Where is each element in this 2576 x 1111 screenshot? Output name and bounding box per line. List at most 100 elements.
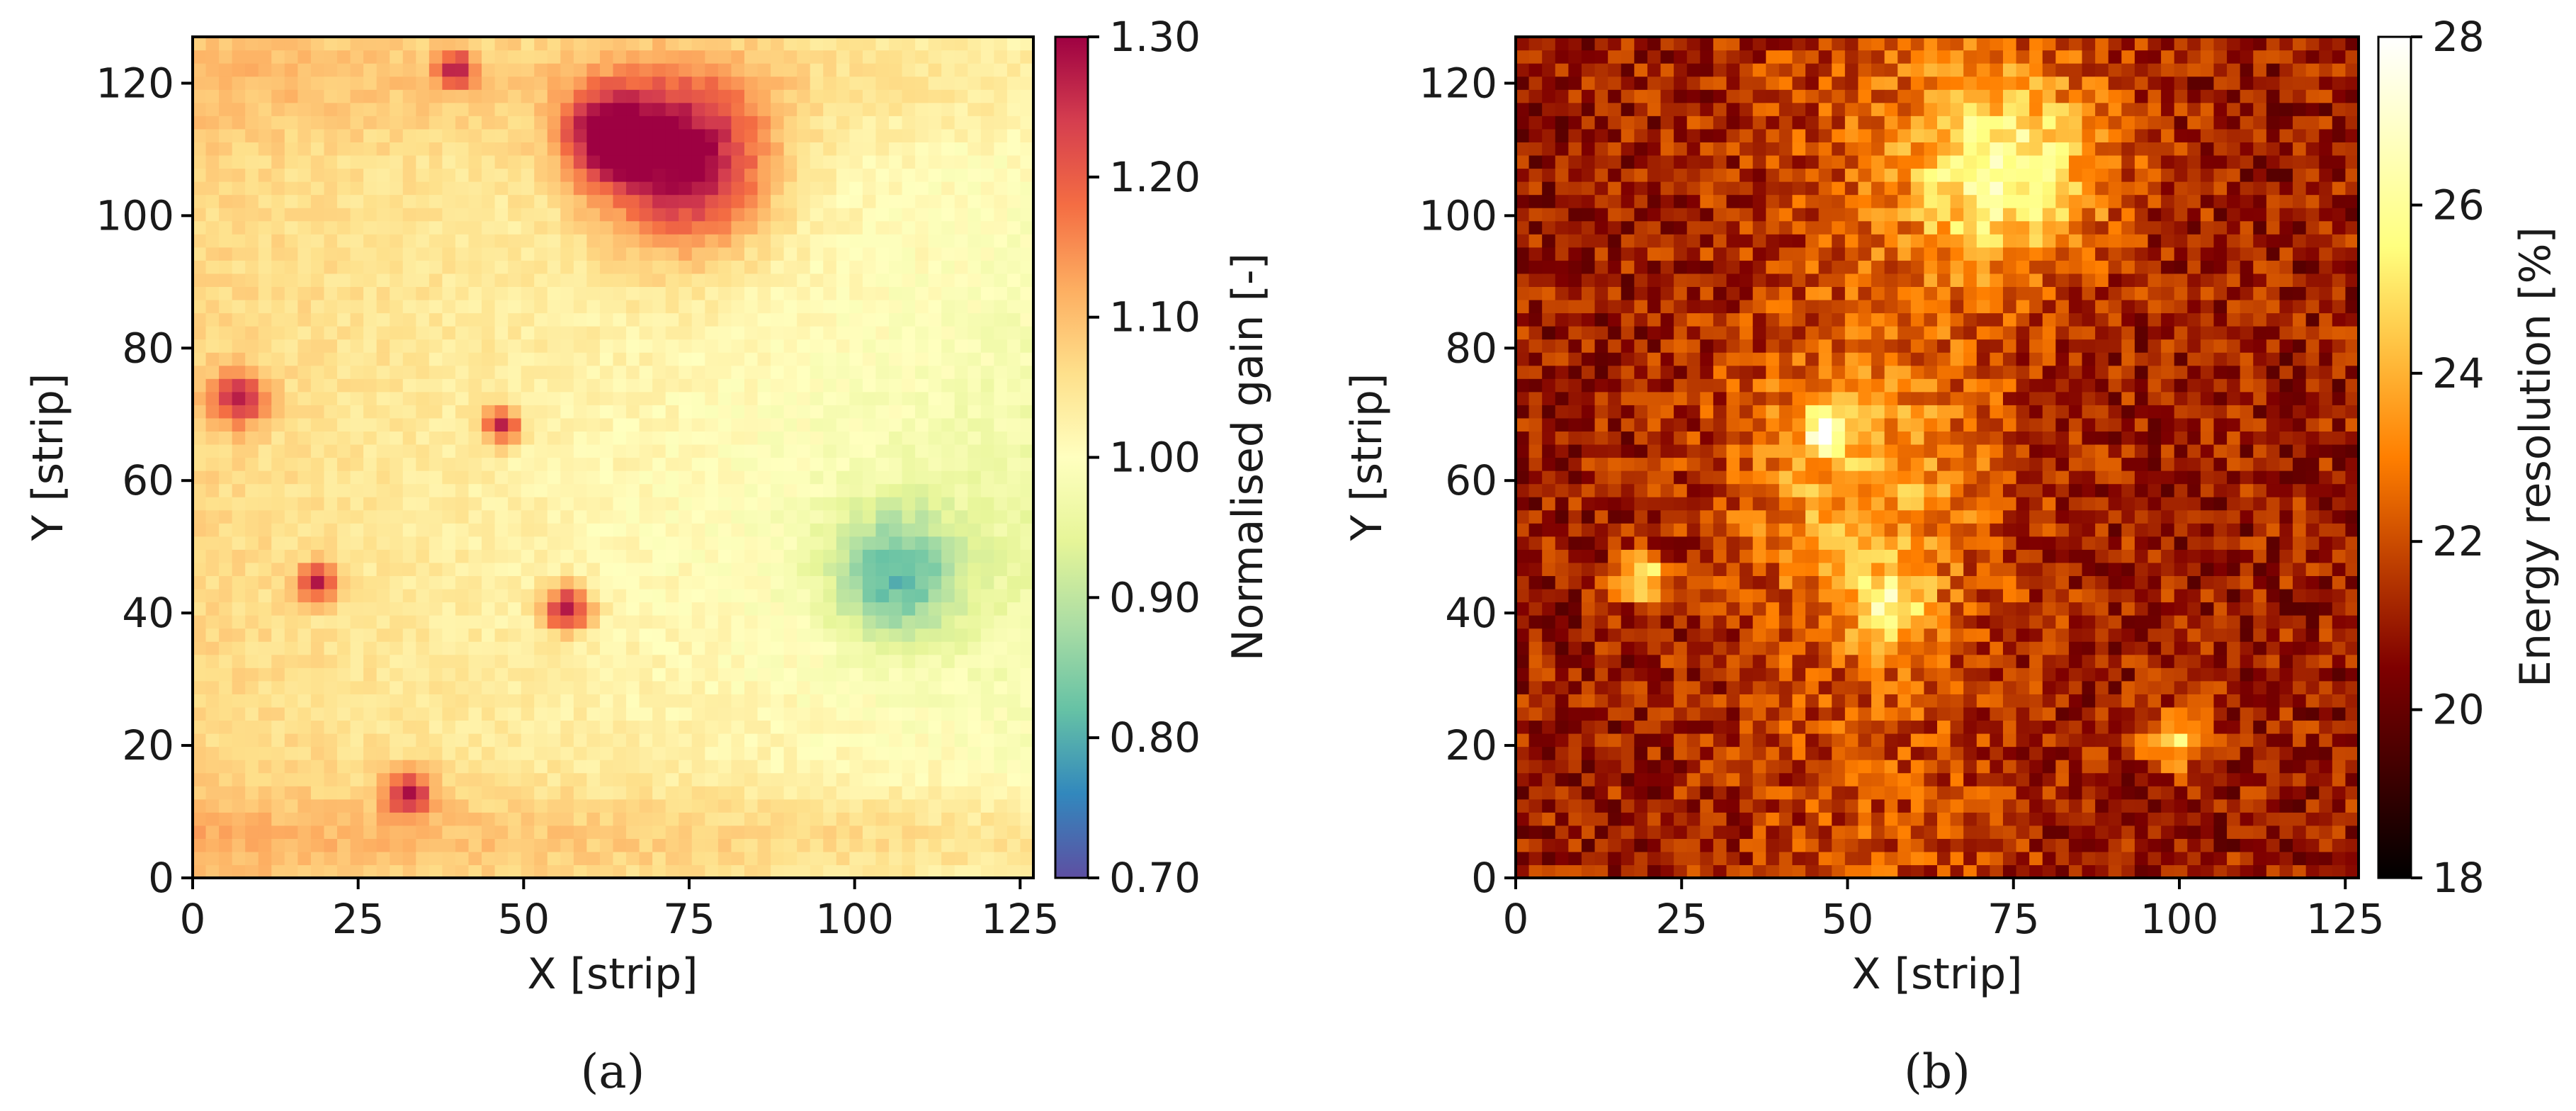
heatmap-cell xyxy=(862,812,877,826)
heatmap-cell xyxy=(1020,378,1034,393)
heatmap-cell xyxy=(626,417,640,432)
heatmap-cell xyxy=(915,694,929,708)
heatmap-cell xyxy=(1621,378,1635,393)
heatmap-cell xyxy=(875,733,890,748)
heatmap-cell xyxy=(679,720,693,734)
heatmap-cell xyxy=(968,825,982,839)
heatmap-cell xyxy=(219,720,233,734)
heatmap-cell xyxy=(941,405,955,419)
heatmap-cell xyxy=(797,234,811,248)
heatmap-cell xyxy=(717,365,732,379)
heatmap-cell xyxy=(1634,273,1648,287)
heatmap-cell xyxy=(284,365,298,379)
heatmap-cell xyxy=(482,352,496,366)
heatmap-cell xyxy=(599,208,614,222)
heatmap-cell xyxy=(731,339,745,353)
heatmap-cell xyxy=(1528,812,1543,826)
heatmap-cell xyxy=(849,260,863,274)
heatmap-cell xyxy=(941,128,955,142)
heatmap-cell xyxy=(193,444,207,458)
heatmap-cell xyxy=(771,339,785,353)
heatmap-cell xyxy=(442,417,456,432)
heatmap-cell xyxy=(193,760,207,774)
heatmap-cell xyxy=(941,234,955,248)
heatmap-cell xyxy=(390,286,404,300)
heatmap-cell xyxy=(915,208,929,222)
heatmap-cell xyxy=(1647,786,1662,800)
heatmap-cell xyxy=(416,208,430,222)
heatmap-cell xyxy=(902,470,916,485)
heatmap-cell xyxy=(1647,247,1662,261)
heatmap-cell xyxy=(271,733,285,748)
heatmap-cell xyxy=(402,562,416,577)
heatmap-cell xyxy=(390,536,404,550)
heatmap-cell xyxy=(416,365,430,379)
heatmap-cell xyxy=(232,706,246,721)
heatmap-cell xyxy=(468,352,482,366)
heatmap-cell xyxy=(705,838,719,852)
heatmap-cell xyxy=(297,208,312,222)
heatmap-cell xyxy=(823,812,837,826)
heatmap-cell xyxy=(258,312,272,327)
heatmap-cell xyxy=(1647,273,1662,287)
heatmap-cell xyxy=(1660,50,1674,64)
heatmap-cell xyxy=(1568,825,1582,839)
heatmap-cell xyxy=(888,549,903,563)
heatmap-cell xyxy=(679,208,693,222)
heatmap-cell xyxy=(717,864,732,879)
heatmap-cell xyxy=(1647,168,1662,182)
heatmap-cell xyxy=(245,208,259,222)
heatmap-cell xyxy=(836,299,850,314)
heatmap-cell xyxy=(534,457,548,471)
heatmap-cell xyxy=(968,680,982,694)
heatmap-cell xyxy=(717,799,732,813)
heatmap-cell xyxy=(705,523,719,537)
heatmap-cell xyxy=(429,760,443,774)
heatmap-cell xyxy=(705,50,719,64)
heatmap-cell xyxy=(390,812,404,826)
heatmap-cell xyxy=(1608,864,1622,879)
heatmap-cell xyxy=(1516,536,1530,550)
heatmap-cell xyxy=(994,799,1008,813)
heatmap-cell xyxy=(468,654,482,668)
heatmap-cell xyxy=(258,733,272,748)
heatmap-cell xyxy=(1647,115,1662,130)
heatmap-cell xyxy=(1006,273,1021,287)
heatmap-cell xyxy=(363,497,378,511)
heatmap-cell xyxy=(297,602,312,616)
heatmap-cell xyxy=(205,851,220,866)
heatmap-cell xyxy=(258,50,272,64)
heatmap-cell xyxy=(836,168,850,182)
heatmap-cell xyxy=(310,786,325,800)
heatmap-cell xyxy=(1555,260,1569,274)
heatmap-cell xyxy=(390,312,404,327)
heatmap-cell xyxy=(1608,154,1622,169)
heatmap-cell xyxy=(1006,234,1021,248)
heatmap-cell xyxy=(1634,326,1648,340)
heatmap-cell xyxy=(193,234,207,248)
heatmap-cell xyxy=(1528,89,1543,103)
heatmap-cell xyxy=(691,50,705,64)
heatmap-cell xyxy=(691,654,705,668)
heatmap-cell xyxy=(494,63,509,77)
heatmap-cell xyxy=(797,260,811,274)
heatmap-cell xyxy=(534,142,548,156)
heatmap-cell xyxy=(586,523,601,537)
heatmap-cell xyxy=(560,523,574,537)
y-tick-label: 40 xyxy=(122,589,174,637)
heatmap-cell xyxy=(271,76,285,90)
heatmap-cell xyxy=(980,497,994,511)
heatmap-cell xyxy=(1686,680,1701,694)
heatmap-cell xyxy=(744,470,759,485)
heatmap-cell xyxy=(1594,851,1608,866)
heatmap-cell xyxy=(626,154,640,169)
heatmap-cell xyxy=(219,825,233,839)
heatmap-cell xyxy=(1516,838,1530,852)
heatmap-cell xyxy=(390,799,404,813)
heatmap-cell xyxy=(994,628,1008,642)
heatmap-cell xyxy=(705,825,719,839)
heatmap-cell xyxy=(1542,615,1556,629)
heatmap-cell xyxy=(626,602,640,616)
heatmap-cell xyxy=(402,549,416,563)
heatmap-cell xyxy=(665,405,679,419)
